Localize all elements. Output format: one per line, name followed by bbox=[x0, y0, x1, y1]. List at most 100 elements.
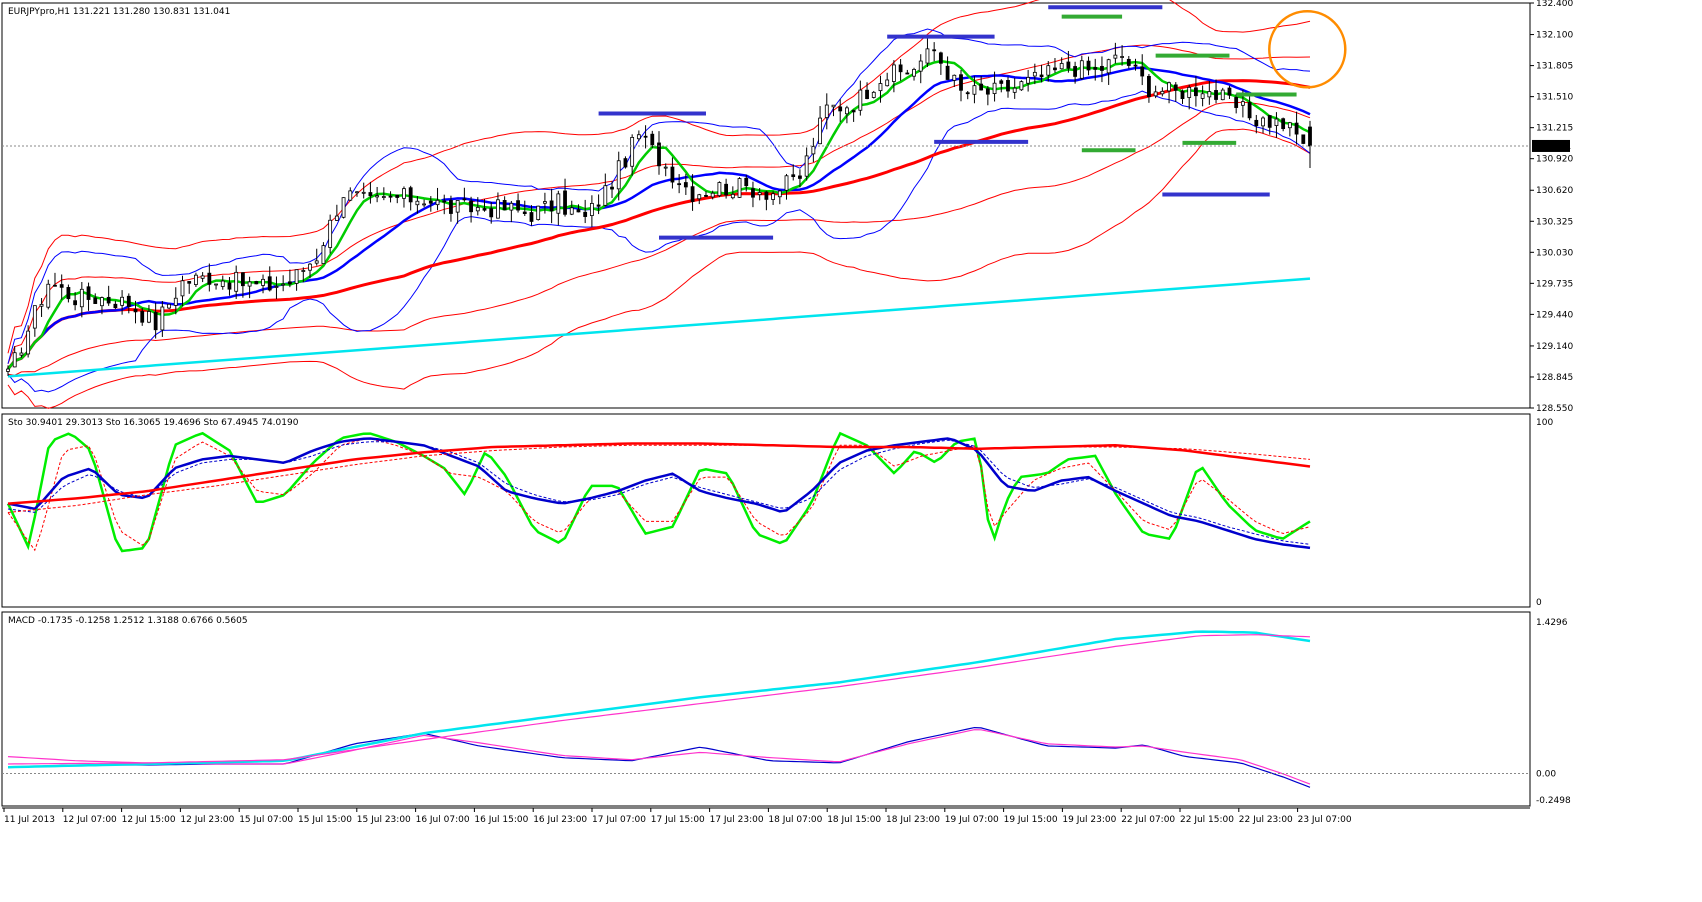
candle-body bbox=[1227, 87, 1232, 96]
candle-body bbox=[408, 187, 413, 203]
candle-body bbox=[657, 142, 661, 167]
macd-axis-label-top: 1.4296 bbox=[1536, 618, 1568, 628]
candle-body bbox=[173, 297, 178, 306]
candle-body bbox=[536, 205, 541, 220]
price-axis-label: 132.100 bbox=[1536, 31, 1573, 41]
candle-body bbox=[1032, 71, 1037, 77]
candle-body bbox=[375, 195, 380, 198]
candle-body bbox=[53, 284, 57, 287]
candle-body bbox=[133, 308, 138, 313]
candle-body bbox=[435, 199, 440, 206]
price-axis-label: 130.030 bbox=[1536, 248, 1573, 258]
candle-body bbox=[442, 200, 447, 203]
candle-body bbox=[395, 194, 400, 198]
candle-body bbox=[6, 368, 10, 372]
price-axis-label: 130.920 bbox=[1536, 155, 1573, 165]
time-axis-label: 23 Jul 07:00 bbox=[1298, 815, 1352, 825]
candle-body bbox=[1294, 122, 1299, 135]
candle-body bbox=[730, 193, 735, 199]
candle-body bbox=[368, 192, 373, 197]
bollinger-upper-band bbox=[7, 28, 1311, 364]
candle-body bbox=[1140, 66, 1145, 77]
candle-body bbox=[1086, 60, 1091, 71]
candle-body bbox=[214, 283, 218, 286]
candle-body bbox=[529, 212, 534, 222]
candle-body bbox=[1220, 89, 1225, 101]
time-axis-label: 12 Jul 23:00 bbox=[180, 815, 234, 825]
candle-body bbox=[475, 207, 480, 212]
candle-body bbox=[932, 49, 937, 52]
candle-body bbox=[576, 209, 581, 213]
candle-body bbox=[46, 283, 51, 308]
stochastic-pane-title: Sto 30.9401 29.3013 Sto 16.3065 19.4696 … bbox=[8, 418, 299, 428]
candle-body bbox=[26, 330, 31, 355]
candle-body bbox=[831, 104, 836, 108]
candle-body bbox=[798, 175, 802, 179]
candle-body bbox=[1173, 84, 1178, 91]
candle-body bbox=[1261, 117, 1265, 127]
price-axis-label: 132.400 bbox=[1536, 0, 1573, 9]
stochastic-line-0 bbox=[6, 431, 1311, 553]
candle-body bbox=[32, 305, 37, 329]
macd-pane-frame bbox=[1, 611, 1531, 807]
candle-body bbox=[341, 197, 346, 218]
candle-body bbox=[630, 137, 635, 167]
candle-body bbox=[1046, 65, 1051, 76]
candle-body bbox=[690, 186, 695, 202]
candle-body bbox=[891, 64, 896, 82]
candle-body bbox=[1207, 91, 1212, 98]
candle-body bbox=[999, 80, 1004, 84]
time-axis-label: 15 Jul 07:00 bbox=[239, 815, 293, 825]
candle-body bbox=[66, 287, 71, 300]
candle-body bbox=[616, 160, 621, 190]
candle-body bbox=[361, 191, 366, 194]
stochastic-pane-frame bbox=[1, 413, 1531, 608]
candle-body bbox=[120, 296, 124, 306]
time-axis-label: 17 Jul 15:00 bbox=[651, 815, 705, 825]
price-axis-label: 131.215 bbox=[1536, 124, 1573, 134]
candle-body bbox=[247, 281, 252, 287]
candle-body bbox=[885, 79, 890, 87]
candle-body bbox=[1281, 118, 1286, 130]
candle-body bbox=[563, 190, 567, 215]
candle-body bbox=[697, 194, 702, 200]
candle-body bbox=[422, 203, 427, 206]
candle-body bbox=[1106, 59, 1111, 74]
candle-body bbox=[428, 200, 433, 204]
candle-body bbox=[878, 83, 883, 92]
candle-body bbox=[1120, 56, 1124, 58]
candle-body bbox=[328, 219, 333, 248]
candle-body bbox=[234, 271, 239, 292]
candle-body bbox=[650, 133, 655, 146]
candle-body bbox=[140, 311, 145, 323]
candle-body bbox=[1187, 86, 1192, 98]
candle-body bbox=[845, 107, 849, 115]
macd-line-2 bbox=[7, 630, 1311, 769]
candle-body bbox=[784, 175, 789, 191]
candle-body bbox=[871, 91, 876, 98]
candle-body bbox=[985, 88, 990, 95]
candle-body bbox=[945, 65, 950, 80]
candle-body bbox=[663, 166, 668, 169]
candle-body bbox=[314, 260, 319, 264]
candle-body bbox=[677, 183, 682, 186]
ma-slow-line bbox=[6, 79, 1311, 371]
candle-body bbox=[321, 245, 326, 264]
candle-body bbox=[751, 188, 755, 198]
time-axis-label: 22 Jul 15:00 bbox=[1180, 815, 1234, 825]
candle-body bbox=[1006, 80, 1010, 92]
candle-body bbox=[710, 192, 715, 198]
candle-body bbox=[254, 281, 259, 285]
candle-body bbox=[334, 215, 339, 221]
price-axis-label: 128.550 bbox=[1536, 404, 1573, 414]
bollinger-wide-upper bbox=[7, 0, 1311, 354]
candle-body bbox=[1274, 118, 1279, 126]
candle-body bbox=[838, 106, 843, 112]
candle-body bbox=[261, 278, 265, 286]
candle-body bbox=[972, 85, 977, 95]
candle-body bbox=[1160, 90, 1165, 95]
candle-body bbox=[348, 190, 353, 201]
candle-body bbox=[113, 303, 118, 309]
candle-body bbox=[522, 211, 527, 215]
candle-body bbox=[824, 104, 829, 118]
